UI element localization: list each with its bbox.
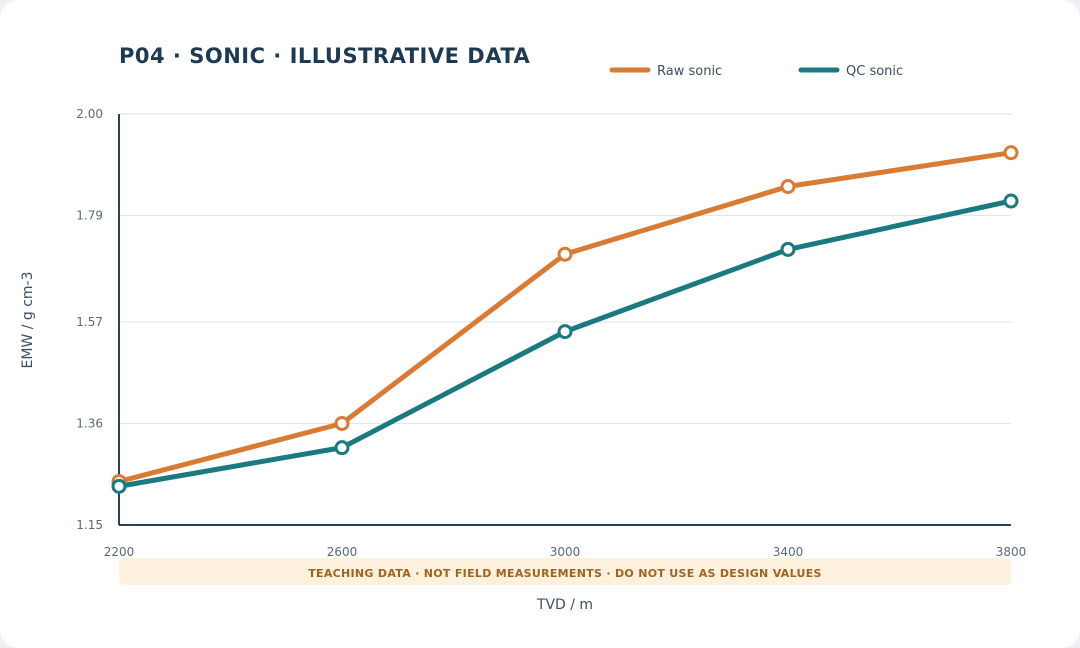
disclaimer-banner — [119, 558, 1011, 585]
x-axis-label: TVD / m — [536, 597, 593, 613]
y-axis-label: EMW / g cm-3 — [20, 271, 36, 368]
data-point-qc-sonic — [111, 478, 127, 494]
y-tick-label: 1.36 — [76, 416, 103, 430]
legend: Raw sonic QC sonic — [609, 64, 903, 79]
legend-label-raw-sonic: Raw sonic — [657, 64, 722, 79]
axes — [118, 114, 1011, 526]
y-tick-labels: 1.15 1.36 1.57 1.79 2.00 — [76, 107, 103, 532]
x-tick-labels: 2200 2600 3000 3400 3800 — [104, 545, 1027, 559]
y-tick-label: 1.57 — [76, 315, 103, 329]
x-tick-label: 2200 — [104, 545, 135, 559]
data-point-raw-sonic — [334, 415, 350, 431]
data-point-raw-sonic — [1003, 145, 1019, 161]
data-point-qc-sonic — [334, 440, 350, 456]
series-line-raw-sonic — [116, 150, 1014, 484]
series-line-qc-sonic — [116, 198, 1014, 489]
grid-lines — [119, 113, 1011, 425]
data-point-qc-sonic — [780, 241, 796, 257]
y-tick-label: 2.00 — [76, 107, 103, 121]
y-tick-label: 1.79 — [76, 209, 103, 223]
legend-label-qc-sonic: QC sonic — [846, 64, 903, 79]
series-group — [111, 145, 1019, 494]
y-tick-label: 1.15 — [76, 518, 103, 532]
data-point-qc-sonic — [1003, 193, 1019, 209]
x-tick-label: 3000 — [550, 545, 581, 559]
x-tick-label: 2600 — [327, 545, 358, 559]
data-point-raw-sonic — [557, 246, 573, 262]
x-tick-label: 3400 — [773, 545, 804, 559]
data-point-qc-sonic — [557, 324, 573, 340]
x-tick-label: 3800 — [996, 545, 1027, 559]
chart-title: P04 · SONIC · ILLUSTRATIVE DATA — [119, 44, 531, 68]
disclaimer-text: TEACHING DATA · NOT FIELD MEASUREMENTS ·… — [308, 567, 822, 580]
data-point-raw-sonic — [780, 179, 796, 195]
